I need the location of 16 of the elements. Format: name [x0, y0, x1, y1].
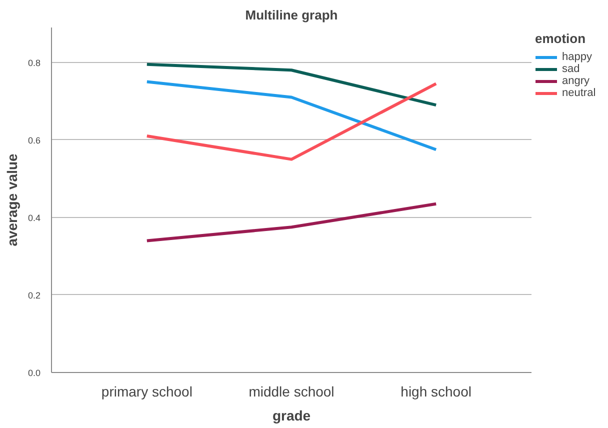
legend-label: happy: [562, 51, 592, 63]
x-tick-label: high school: [400, 384, 472, 400]
y-tick-label: 0.6: [28, 135, 41, 146]
y-tick-label: 0.0: [28, 368, 41, 378]
legend-label: sad: [562, 63, 581, 75]
legend-label: angry: [562, 75, 590, 87]
chart-title: Multiline graph: [245, 8, 338, 22]
x-axis-title: grade: [272, 408, 311, 424]
y-tick-label: 0.8: [28, 58, 41, 68]
x-tick-label: middle school: [248, 384, 334, 400]
legend-title: emotion: [535, 31, 587, 46]
y-tick-label: 0.4: [28, 212, 41, 223]
x-tick-label: primary school: [101, 384, 192, 400]
y-axis-title: average value: [4, 153, 20, 246]
y-tick-label: 0.2: [28, 290, 41, 300]
legend-label: neutral: [562, 87, 596, 99]
